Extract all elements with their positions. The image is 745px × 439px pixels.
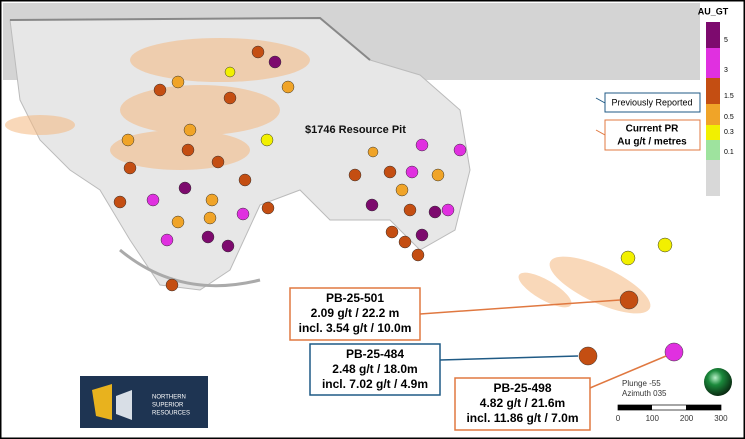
legend-swatch-base: [706, 160, 720, 196]
grade-legend: AU_GT 5 3 1.5 0.5 0.3 0.1: [698, 6, 734, 196]
callout-line: incl. 7.02 g/t / 4.9m: [322, 377, 428, 391]
logo-mark: [116, 390, 132, 420]
legend-label: 3: [724, 67, 728, 74]
logo-mark: [92, 384, 112, 420]
callout-hole: PB-25-498: [493, 381, 551, 395]
key-current-title: Current PR: [626, 124, 680, 135]
legend-swatch: [706, 48, 720, 78]
orientation-sphere: [704, 368, 732, 396]
callout-box: [309, 343, 441, 396]
drill-intercepts: [113, 45, 684, 366]
pit-rim: [9, 16, 371, 61]
callout-hole: PB-25-501: [326, 291, 384, 305]
legend-swatch: [706, 140, 720, 160]
azimuth: Azimuth 035: [622, 389, 667, 398]
key-current-box: [604, 119, 701, 151]
legend-label: 0.1: [724, 149, 734, 156]
key-current-sub: Au g/t / metres: [617, 137, 687, 148]
callout-leader: [589, 355, 667, 389]
legend-label: 0.3: [724, 129, 734, 136]
scale-label: 200: [680, 414, 694, 423]
pit-ramp: [119, 248, 261, 288]
callout-line: 4.82 g/t / 21.6m: [480, 396, 565, 410]
callout-line: 2.09 g/t / 22.2 m: [311, 306, 400, 320]
callout-hole: PB-25-484: [346, 347, 404, 361]
logo-text: NORTHERN: [152, 395, 186, 401]
legend-label: 1.5: [724, 93, 734, 100]
key-leader: [595, 129, 606, 136]
scale-label: 100: [646, 414, 660, 423]
callout-line: incl. 3.54 g/t / 10.0m: [299, 321, 412, 335]
callout-line: incl. 11.86 g/t / 7.0m: [466, 411, 578, 425]
key-leader: [595, 97, 606, 104]
scale-label: 0: [616, 414, 621, 423]
legend-swatch: [706, 125, 720, 140]
key-previous: Previously Reported: [611, 97, 692, 107]
legend-swatch: [706, 78, 720, 104]
callout-leader: [419, 299, 621, 315]
legend-title: AU_GT: [698, 6, 729, 16]
callout-line: 2.48 g/t / 18.0m: [332, 362, 417, 376]
scale-label: 300: [714, 414, 728, 423]
legend-swatch: [706, 104, 720, 125]
plunge: Plunge -55: [622, 379, 661, 388]
legend-label: 0.5: [724, 114, 734, 121]
pit-label: $1746 Resource Pit: [305, 124, 406, 136]
legend-label: 5: [724, 37, 728, 44]
logo-text: SUPERIOR: [152, 403, 184, 409]
logo-text: RESOURCES: [152, 411, 190, 417]
scale-bar: 0 100 200 300: [616, 404, 728, 423]
legend-swatch: [706, 22, 720, 48]
callout-box: [454, 377, 591, 431]
callout-box: [289, 287, 421, 341]
callout-leader: [439, 355, 579, 361]
